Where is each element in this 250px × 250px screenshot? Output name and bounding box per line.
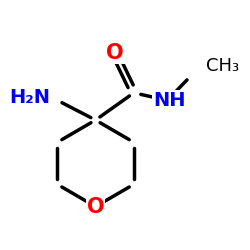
Text: H₂N: H₂N bbox=[9, 88, 50, 107]
Text: NH: NH bbox=[154, 91, 186, 110]
Text: O: O bbox=[106, 43, 124, 63]
Text: O: O bbox=[87, 196, 104, 216]
Text: CH₃: CH₃ bbox=[206, 57, 239, 75]
